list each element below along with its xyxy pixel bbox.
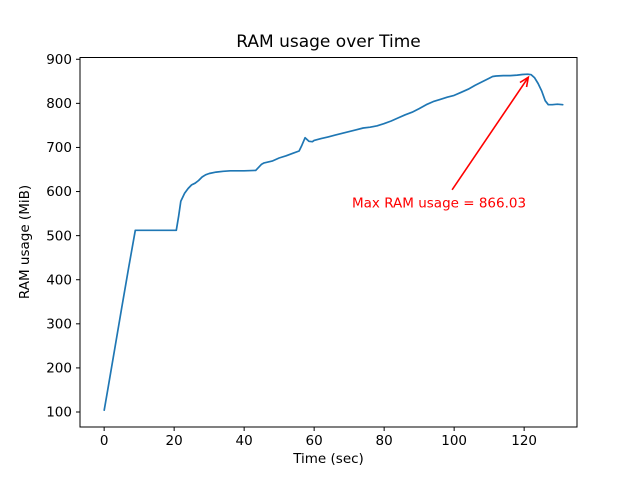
y-tick-label: 800 xyxy=(46,96,72,112)
x-tick-label: 120 xyxy=(511,433,537,449)
y-tick-label: 600 xyxy=(46,184,72,200)
y-axis-label: RAM usage (MiB) xyxy=(17,185,33,299)
chart-title: RAM usage over Time xyxy=(236,32,420,52)
x-tick-label: 80 xyxy=(376,433,393,449)
ram-usage-line xyxy=(103,73,564,412)
x-axis-label: Time (sec) xyxy=(292,451,364,467)
annotation-arrow xyxy=(451,75,530,191)
y-tick-label: 400 xyxy=(46,272,72,288)
y-tick-label: 500 xyxy=(46,228,72,244)
y-tick-label: 300 xyxy=(46,317,72,333)
x-tick-label: 40 xyxy=(236,433,253,449)
y-tick-label: 100 xyxy=(46,405,72,421)
x-axis-ticks: 0 20 40 60 80 100 120 xyxy=(100,427,537,449)
y-tick-label: 900 xyxy=(46,52,72,68)
x-tick-label: 100 xyxy=(441,433,467,449)
x-tick-label: 20 xyxy=(166,433,183,449)
y-tick-label: 200 xyxy=(46,361,72,377)
plot-border xyxy=(79,57,578,428)
x-tick-label: 60 xyxy=(306,433,323,449)
y-axis-ticks: 100 200 300 400 500 600 700 800 900 xyxy=(46,52,80,421)
annotation-text: Max RAM usage = 866.03 xyxy=(352,195,526,211)
y-tick-label: 700 xyxy=(46,140,72,156)
x-tick-label: 0 xyxy=(100,433,109,449)
